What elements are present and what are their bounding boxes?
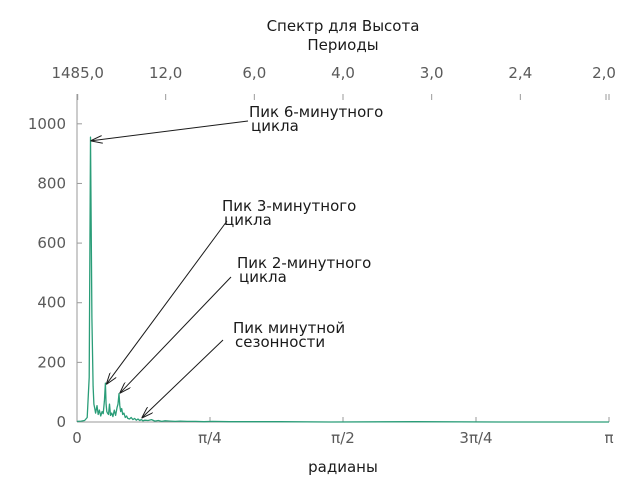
top-tick-label-2: 6,0 <box>242 64 266 82</box>
x-axis-label: радианы <box>308 458 378 476</box>
chart-title: Спектр для Высота <box>267 17 420 35</box>
annotation-text-0-0: Пик 6-минутного <box>249 103 383 121</box>
top-tick-label-6: 2,0 <box>592 64 616 82</box>
annotation-text-3-1: сезонности <box>235 333 325 351</box>
y-tick-label-4: 800 <box>37 174 66 192</box>
x-tick-label-4: π <box>604 429 613 447</box>
series-layer <box>76 136 609 423</box>
y-tick-label-2: 400 <box>37 294 66 312</box>
annotation-arrow-3 <box>142 339 224 417</box>
top-tick-label-3: 4,0 <box>331 64 355 82</box>
top-tick-label-5: 2,4 <box>508 64 532 82</box>
top-axis-label: Периоды <box>307 36 378 54</box>
series-line-0 <box>76 136 609 423</box>
annotation-text-3-0: Пик минутной <box>233 319 345 337</box>
x-axis-ticks: 0 π/4 π/2 3π/4 π <box>72 417 614 447</box>
annotation-text-2-1: цикла <box>239 268 287 286</box>
annotation-text-2-0: Пик 2-минутного <box>237 254 371 272</box>
y-tick-label-0: 0 <box>56 413 66 431</box>
top-tick-label-4: 3,0 <box>420 64 444 82</box>
annotation-text-1-1: цикла <box>224 211 272 229</box>
x-tick-label-1: π/4 <box>198 429 222 447</box>
top-tick-label-1: 12,0 <box>149 64 182 82</box>
annotation-arrow-1 <box>107 220 228 384</box>
y-tick-label-5: 1000 <box>28 115 66 133</box>
annotation-arrow-0 <box>92 120 249 141</box>
x-tick-label-0: 0 <box>72 429 82 447</box>
top-axis-ticks: 1485,0 12,0 6,0 4,0 3,0 2,4 2,0 <box>51 64 616 100</box>
annotation-text-0-1: цикла <box>251 117 299 135</box>
x-tick-label-3: 3π/4 <box>459 429 492 447</box>
y-tick-label-3: 600 <box>37 234 66 252</box>
y-tick-label-1: 200 <box>37 353 66 371</box>
y-axis-ticks: 0 200 400 600 800 1000 <box>28 115 82 431</box>
x-tick-label-2: π/2 <box>331 429 355 447</box>
annotation-text-1-0: Пик 3-минутного <box>222 197 356 215</box>
top-tick-label-0: 1485,0 <box>51 64 104 82</box>
annotation-arrow-2 <box>120 276 232 393</box>
